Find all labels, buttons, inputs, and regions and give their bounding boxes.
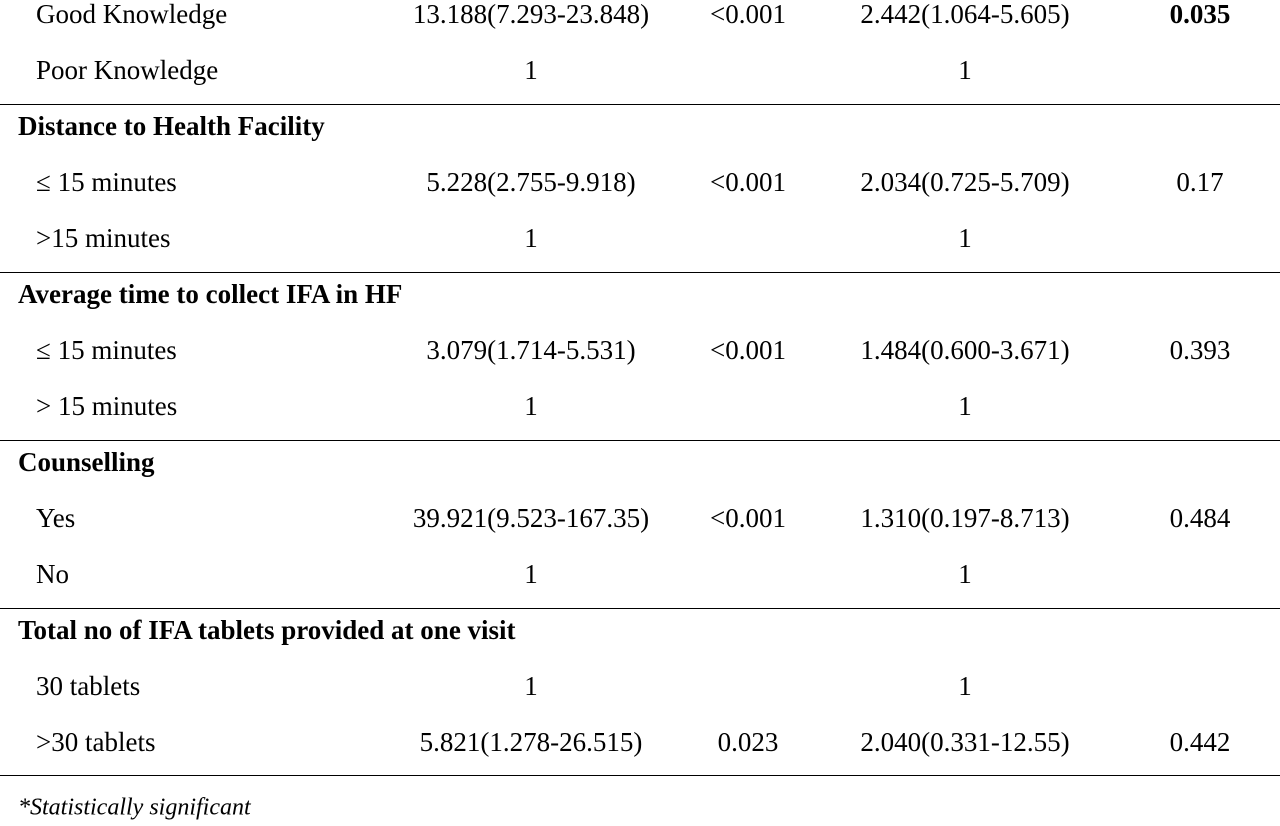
row-divider — [0, 272, 1280, 273]
footnote: *Statistically significant — [18, 794, 251, 821]
value-cell: 5.228(2.755-9.918) — [426, 167, 636, 197]
value-cell: 1 — [524, 671, 538, 701]
row-divider — [0, 440, 1280, 441]
section-heading: Counselling — [18, 447, 155, 477]
value-cell: 13.188(7.293-23.848) — [412, 0, 650, 29]
row-label: >15 minutes — [36, 223, 171, 253]
value-cell: 1.310(0.197-8.713) — [860, 503, 1070, 533]
value-cell: 1 — [524, 559, 538, 589]
value-cell: 0.023 — [717, 727, 779, 757]
row-label: Yes — [36, 503, 76, 533]
row-label: No — [36, 559, 69, 589]
row-label: 30 tablets — [36, 671, 141, 701]
row-label: >30 tablets — [36, 727, 156, 757]
value-cell: 5.821(1.278-26.515) — [419, 727, 643, 757]
row-label: Good Knowledge — [36, 0, 228, 29]
value-cell: <0.001 — [710, 335, 786, 365]
value-cell: 2.442(1.064-5.605) — [860, 0, 1070, 29]
row-label: Poor Knowledge — [36, 55, 219, 85]
value-cell: 1 — [958, 223, 972, 253]
value-cell: 1 — [524, 391, 538, 421]
value-cell: 39.921(9.523-167.35) — [412, 503, 650, 533]
value-cell: 0.484 — [1169, 503, 1231, 533]
value-cell: 1 — [524, 55, 538, 85]
value-cell: 3.079(1.714-5.531) — [426, 335, 636, 365]
section-heading: Total no of IFA tablets provided at one … — [18, 615, 516, 645]
row-label: ≤ 15 minutes — [36, 335, 177, 365]
value-cell: <0.001 — [710, 503, 786, 533]
row-divider — [0, 608, 1280, 609]
value-cell: 2.040(0.331-12.55) — [860, 727, 1070, 757]
value-cell: 1 — [958, 55, 972, 85]
value-cell: <0.001 — [710, 167, 786, 197]
value-cell: 1 — [958, 391, 972, 421]
value-cell: 2.034(0.725-5.709) — [860, 167, 1070, 197]
value-cell: 0.442 — [1169, 727, 1231, 757]
row-label: ≤ 15 minutes — [36, 167, 177, 197]
value-cell: 0.17 — [1176, 167, 1224, 197]
section-heading: Distance to Health Facility — [18, 111, 325, 141]
row-label: > 15 minutes — [36, 391, 178, 421]
row-divider — [0, 775, 1280, 776]
value-cell: 1.484(0.600-3.671) — [860, 335, 1070, 365]
value-cell: 0.393 — [1169, 335, 1231, 365]
row-divider — [0, 104, 1280, 105]
value-cell: 1 — [958, 671, 972, 701]
value-cell: 1 — [958, 559, 972, 589]
value-cell: 0.035 — [1169, 0, 1231, 29]
value-cell: <0.001 — [710, 0, 786, 29]
section-heading: Average time to collect IFA in HF — [18, 279, 403, 309]
value-cell: 1 — [524, 223, 538, 253]
